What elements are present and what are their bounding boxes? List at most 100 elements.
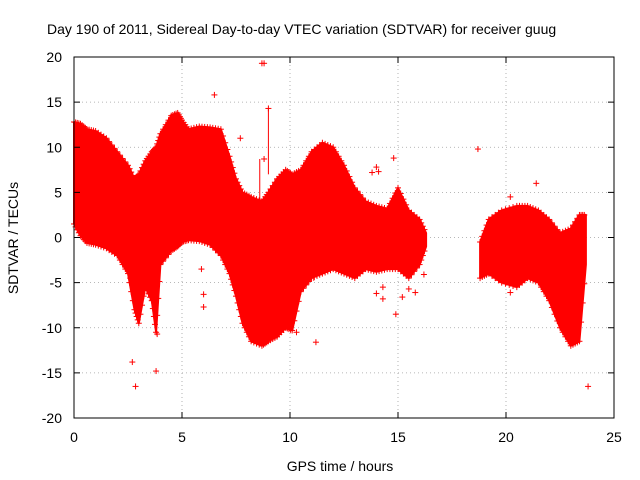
data-point-outlier <box>153 368 160 375</box>
data-band-late-edge-point <box>532 206 539 213</box>
data-band-late-edge-point <box>502 206 509 213</box>
data-band-late-edge-point <box>554 226 561 233</box>
data-band-main-edge-point <box>217 252 224 259</box>
data-point-outlier <box>373 164 380 171</box>
data-band-main <box>73 112 428 347</box>
data-band-main-edge-point <box>224 146 231 153</box>
data-band-main-edge-point <box>234 179 241 186</box>
data-band-main-edge-point <box>222 261 229 268</box>
data-band-main-edge-point <box>95 242 102 249</box>
data-band-main-edge-point <box>229 281 236 288</box>
data-point-outlier <box>405 285 412 292</box>
data-band-late-edge-point <box>535 279 542 286</box>
data-band-main-edge-point <box>155 295 162 302</box>
data-band-main-edge-point <box>403 201 410 208</box>
data-band-main-edge-point <box>119 155 126 162</box>
data-point-outlier <box>369 169 376 176</box>
data-band-late-edge-point <box>567 225 574 232</box>
data-band-main-edge-point <box>188 125 195 132</box>
data-band-main-edge-point <box>269 182 276 189</box>
data-band-late-edge-point <box>488 272 495 279</box>
data-band-late-edge-point <box>492 275 499 282</box>
data-band-main-edge-point <box>293 308 300 315</box>
data-band-late-edge-point <box>530 277 536 284</box>
data-band-main-edge-point <box>126 165 133 172</box>
data-band-main-edge-point <box>324 141 331 148</box>
data-band-main-edge-point <box>419 223 426 230</box>
data-band-main-edge-point <box>245 333 252 340</box>
data-band-main-edge-point <box>119 261 126 268</box>
data-band-main-edge-point <box>114 252 121 259</box>
data-band-main-edge-point <box>253 340 260 347</box>
data-band-main-edge-point <box>125 270 131 277</box>
data-band-main-edge-point <box>291 317 298 324</box>
data-band-main-edge-point <box>376 268 383 275</box>
data-point-outlier <box>200 291 207 298</box>
data-band-late-edge-point <box>548 304 555 311</box>
data-band-late-edge-point <box>540 288 547 295</box>
data-band-late-edge-point <box>485 216 492 223</box>
data-point-outlier <box>211 91 218 98</box>
data-band-main-edge-point <box>322 140 329 147</box>
data-band-main-edge-point <box>324 268 331 275</box>
data-point-outlier <box>420 271 427 278</box>
data-band-main-edge-point <box>316 271 323 278</box>
data-band-main-edge-point <box>190 124 197 131</box>
data-band-main-edge-point <box>297 166 304 173</box>
data-band-main-edge-point <box>343 271 350 278</box>
y-tick-label: -5 <box>50 275 63 291</box>
data-band-main-edge-point <box>362 198 369 205</box>
data-band-main-edge-point <box>305 153 312 160</box>
data-band-main-edge-point <box>322 269 329 276</box>
data-band-main-edge-point <box>212 247 219 254</box>
data-band-main-edge-point <box>236 182 243 189</box>
data-band-main-edge-point <box>319 139 326 146</box>
data-band-main-edge-point <box>303 157 310 164</box>
data-band-main-edge-point <box>237 313 244 320</box>
data-band-main-edge-point <box>314 272 320 279</box>
x-tick-label: 25 <box>606 429 622 445</box>
data-band-main-edge-point <box>295 298 302 305</box>
data-point-outlier <box>379 284 386 291</box>
data-band-main-edge-point <box>376 203 383 210</box>
data-band-main-edge-point <box>319 270 326 277</box>
data-band-main-edge-point <box>196 238 203 245</box>
data-band-main-edge-point <box>133 313 140 320</box>
data-band-late-edge-point <box>495 277 502 284</box>
data-band-main-edge-point <box>327 267 334 274</box>
data-band-late-edge-point <box>546 297 553 304</box>
data-band-main-edge-point <box>237 185 244 192</box>
data-band-late-edge-point <box>551 311 558 318</box>
data-band-main-edge-point <box>137 311 144 318</box>
data-band-main-edge-point <box>378 204 385 211</box>
data-band-main-edge-point <box>408 271 415 278</box>
data-point-outlier <box>474 146 481 153</box>
data-band-main-edge-point <box>152 145 158 152</box>
data-point-outlier <box>198 266 205 273</box>
data-band-late-edge-point <box>574 215 581 222</box>
data-band-main-edge-point <box>253 196 260 203</box>
y-tick-label: -10 <box>42 320 62 336</box>
data-band-late-edge-point <box>527 204 534 211</box>
data-band-main-edge-point <box>346 173 353 180</box>
data-band-late-edge-point <box>510 283 517 290</box>
data-band-main-edge-point <box>156 134 163 141</box>
data-band-main-edge-point <box>135 171 142 178</box>
data-band-main-edge-point <box>421 226 428 233</box>
data-band-main-edge-point <box>330 266 337 273</box>
data-band-main-edge-point <box>185 126 192 133</box>
data-band-main-edge-point <box>100 244 107 251</box>
data-band-main-edge-point <box>220 132 227 139</box>
data-band-main-edge-point <box>338 157 345 164</box>
data-band-main-edge-point <box>405 275 412 282</box>
data-band-main-edge-point <box>98 243 104 250</box>
data-band-main-edge-point <box>250 339 257 346</box>
x-axis-label: GPS time / hours <box>287 458 394 474</box>
data-band-late <box>479 204 587 347</box>
data-band-main-edge-point <box>145 290 152 297</box>
data-point-outlier <box>373 290 380 297</box>
data-band-main-edge-point <box>150 313 157 320</box>
data-band-main-edge-point <box>229 164 236 171</box>
data-band-main-edge-point <box>222 139 229 146</box>
data-band-late-edge-point <box>498 207 505 214</box>
